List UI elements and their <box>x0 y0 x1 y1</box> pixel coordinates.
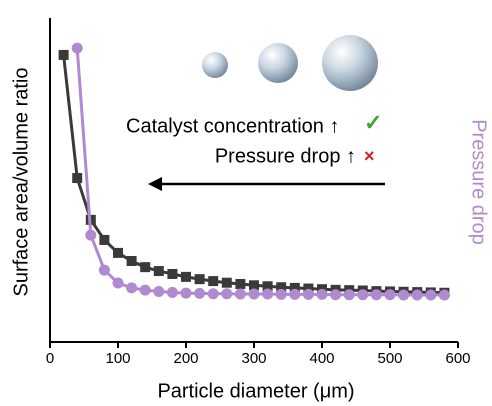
marker <box>221 288 232 299</box>
marker <box>85 230 96 241</box>
marker <box>167 287 178 298</box>
marker <box>371 289 382 300</box>
y2-axis-label: Pressure drop <box>468 119 490 245</box>
marker <box>113 278 124 289</box>
sphere <box>258 43 298 83</box>
annotation: × <box>364 146 375 166</box>
annotation: ✓ <box>364 110 382 135</box>
marker <box>425 290 436 301</box>
chart: Particle diameter (μm) Surface area/volu… <box>0 0 492 406</box>
marker <box>208 288 219 299</box>
marker <box>127 256 137 266</box>
x-tick-label: 600 <box>445 350 470 367</box>
x-tick-label: 0 <box>46 350 54 367</box>
marker <box>181 288 192 299</box>
marker <box>412 290 423 301</box>
x-tick-label: 500 <box>377 350 402 367</box>
x-tick-label: 100 <box>105 350 130 367</box>
arrow <box>148 177 385 191</box>
marker <box>72 43 83 54</box>
marker <box>235 279 245 289</box>
sphere <box>202 52 228 78</box>
marker <box>289 289 300 300</box>
marker <box>140 285 151 296</box>
x-axis-label: Particle diameter (μm) <box>157 380 354 402</box>
marker <box>317 289 328 300</box>
marker <box>344 289 355 300</box>
x-tick-label: 400 <box>309 350 334 367</box>
marker <box>330 289 341 300</box>
marker <box>194 288 205 299</box>
marker <box>385 289 396 300</box>
annotation: Catalyst concentration ↑ <box>126 115 339 137</box>
marker <box>439 290 450 301</box>
marker <box>195 274 205 284</box>
marker <box>249 289 260 300</box>
marker <box>181 272 191 282</box>
y-axis-label: Surface area/volume ratio <box>10 67 32 296</box>
marker <box>59 50 69 60</box>
marker <box>153 286 164 297</box>
marker <box>222 278 232 288</box>
spheres <box>202 35 378 91</box>
marker <box>154 266 164 276</box>
annotation: Pressure drop ↑ <box>215 145 356 167</box>
x-tick-label: 200 <box>173 350 198 367</box>
marker <box>357 289 368 300</box>
marker <box>72 173 82 183</box>
marker <box>113 248 123 258</box>
marker <box>167 269 177 279</box>
marker <box>235 289 246 300</box>
marker <box>140 262 150 272</box>
marker <box>276 289 287 300</box>
marker <box>398 290 409 301</box>
marker <box>99 265 110 276</box>
x-tick-label: 300 <box>241 350 266 367</box>
arrow-head <box>148 177 162 191</box>
sphere <box>322 35 378 91</box>
marker <box>303 289 314 300</box>
marker <box>262 289 273 300</box>
marker <box>99 235 109 245</box>
marker <box>126 282 137 293</box>
marker <box>208 276 218 286</box>
